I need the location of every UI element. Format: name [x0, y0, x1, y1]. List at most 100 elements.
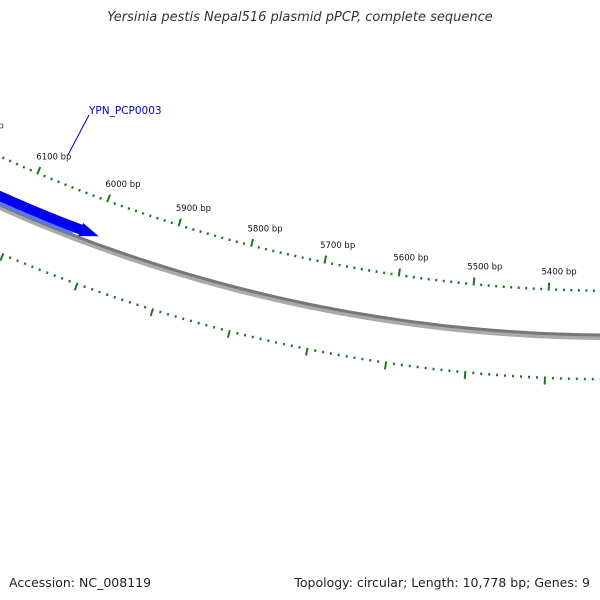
major-tick	[226, 329, 231, 339]
minor-tick	[120, 298, 124, 302]
minor-tick	[53, 274, 57, 278]
minor-tick	[290, 344, 293, 348]
tick-label: 5500 bp	[467, 263, 502, 273]
major-tick	[305, 347, 309, 356]
minor-tick	[64, 183, 67, 187]
gene-label-leader-line	[67, 114, 90, 156]
minor-tick	[127, 207, 131, 211]
backbone-layer	[0, 203, 600, 340]
tick-label-group: 6200 bp 6100 bp 6000 bp 5900 bp 5800 bp 5700 …	[0, 122, 577, 278]
minor-tick	[279, 251, 282, 255]
major-tick	[397, 268, 401, 277]
minor-tick	[257, 245, 260, 249]
minor-tick	[181, 317, 185, 321]
minor-tick	[38, 268, 42, 272]
major-tick	[106, 194, 111, 203]
minor-tick	[113, 295, 117, 299]
minor-tick	[29, 168, 33, 172]
minor-tick	[23, 262, 27, 266]
minor-tick	[220, 236, 224, 240]
minor-tick	[170, 221, 174, 225]
minor-tick	[243, 333, 247, 337]
inner-tick-ring	[0, 252, 600, 385]
minor-tick	[189, 319, 193, 323]
minor-tick	[206, 232, 210, 236]
minor-tick	[282, 342, 286, 346]
major-tick	[250, 238, 254, 247]
minor-tick	[213, 234, 217, 238]
minor-tick	[15, 162, 19, 166]
minor-tick	[251, 335, 255, 339]
minor-tick	[148, 214, 152, 218]
tick-label: 6200 bp	[0, 122, 4, 132]
minor-tick	[184, 225, 188, 229]
minor-tick	[337, 353, 340, 357]
minor-tick	[105, 293, 109, 297]
minor-tick	[298, 345, 301, 349]
minor-tick	[143, 305, 147, 309]
gene-feature-edge	[0, 201, 74, 235]
minor-tick	[316, 259, 319, 263]
minor-tick	[308, 257, 312, 261]
major-tick	[323, 255, 328, 264]
minor-tick	[8, 256, 12, 260]
minor-tick	[30, 265, 34, 269]
minor-tick	[286, 252, 290, 256]
minor-tick	[128, 300, 132, 304]
minor-tick	[242, 242, 246, 246]
minor-tick	[192, 228, 195, 231]
minor-tick	[141, 211, 145, 215]
minor-tick	[43, 174, 47, 178]
minor-tick	[134, 209, 138, 213]
outer-tick-ring	[1, 156, 595, 292]
minor-tick	[330, 262, 334, 266]
accession-label: Accession: NC_008119	[9, 575, 152, 590]
minor-tick	[197, 321, 200, 325]
minor-tick	[345, 265, 349, 268]
summary-label: Topology: circular; Length: 10,778 bp; G…	[294, 575, 590, 590]
minor-tick	[98, 290, 101, 294]
gene-feature-YPN_PCP0003[interactable]	[0, 70, 99, 237]
tick-label: 5900 bp	[176, 204, 211, 214]
minor-tick	[353, 266, 356, 270]
minor-tick	[136, 303, 139, 307]
tick-label: 5800 bp	[248, 224, 283, 234]
minor-tick	[274, 340, 278, 344]
minor-tick	[267, 339, 270, 343]
minor-tick	[259, 337, 262, 341]
minor-tick	[8, 159, 12, 163]
minor-tick	[264, 247, 268, 251]
major-tick	[0, 252, 5, 262]
tick-label: 5600 bp	[393, 254, 428, 264]
minor-tick	[16, 259, 20, 263]
tick-label: 6100 bp	[36, 153, 71, 163]
minor-tick	[22, 165, 26, 169]
minor-tick	[57, 180, 60, 184]
minor-tick	[294, 254, 297, 258]
minor-tick	[338, 263, 341, 267]
major-tick	[73, 282, 79, 291]
minor-tick	[113, 201, 117, 206]
minor-tick	[301, 256, 304, 260]
tick-label: 5400 bp	[542, 268, 577, 278]
major-tick	[463, 370, 467, 380]
gene-label-YPN_PCP0003[interactable]: YPN_PCP0003	[88, 105, 162, 117]
minor-tick	[50, 177, 53, 181]
minor-tick	[236, 331, 239, 335]
major-tick	[36, 166, 42, 175]
minor-tick	[174, 315, 177, 318]
minor-tick	[83, 285, 86, 289]
minor-tick	[220, 327, 224, 331]
plasmid-backbone	[0, 203, 600, 337]
major-tick	[384, 361, 388, 370]
minor-tick	[163, 218, 166, 223]
minor-tick	[92, 194, 95, 198]
tick-label: 6000 bp	[105, 180, 140, 190]
minor-tick	[156, 216, 159, 220]
minor-tick	[45, 271, 49, 275]
minor-tick	[199, 230, 202, 234]
plasmid-backbone-shadow	[0, 203, 600, 340]
minor-tick	[159, 310, 162, 314]
